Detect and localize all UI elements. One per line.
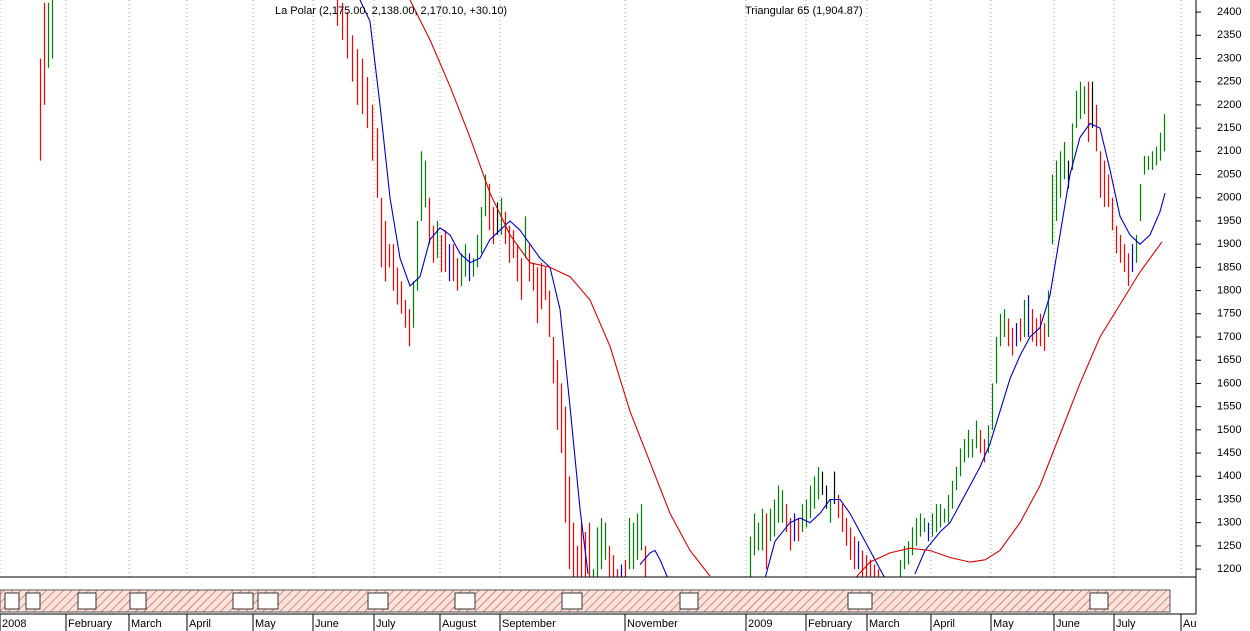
x-tick-label: May bbox=[255, 618, 276, 630]
y-tick-label: 1450 bbox=[1217, 447, 1241, 459]
x-tick-label: July bbox=[376, 618, 396, 630]
x-tick-label: February bbox=[68, 618, 113, 630]
y-tick-label: 2200 bbox=[1217, 99, 1241, 111]
y-tick-label: 2300 bbox=[1217, 52, 1241, 64]
x-tick-label: June bbox=[1056, 618, 1080, 630]
moving-average-line bbox=[359, 0, 1166, 577]
y-tick-label: 1750 bbox=[1217, 308, 1241, 320]
y-tick-label: 1850 bbox=[1217, 261, 1241, 273]
y-tick-label: 1650 bbox=[1217, 354, 1241, 366]
y-tick-label: 2400 bbox=[1217, 6, 1241, 18]
y-tick-label: 2050 bbox=[1217, 168, 1241, 180]
x-tick-label: April bbox=[189, 618, 211, 630]
x-tick-label: April bbox=[933, 618, 955, 630]
y-tick-label: 2000 bbox=[1217, 192, 1241, 204]
grid bbox=[0, 0, 1182, 577]
y-tick-label: 2150 bbox=[1217, 122, 1241, 134]
legend-entry: Triangular 65 (1,904.87) bbox=[745, 5, 863, 17]
y-tick-label: 1200 bbox=[1217, 563, 1241, 575]
indicator-strip bbox=[0, 589, 1171, 613]
y-tick-label: 1400 bbox=[1217, 470, 1241, 482]
chart-title: La Polar (2,175.00, 2,138.00, 2,170.10, … bbox=[275, 5, 507, 17]
y-tick-label: 2350 bbox=[1217, 29, 1241, 41]
y-tick-label: 2100 bbox=[1217, 145, 1241, 157]
x-tick-label: August bbox=[442, 618, 476, 630]
x-tick-label: Au bbox=[1183, 618, 1196, 630]
x-tick-label: June bbox=[315, 618, 339, 630]
x-tick-label: July bbox=[1116, 618, 1136, 630]
y-tick-label: 1700 bbox=[1217, 331, 1241, 343]
x-tick-label: March bbox=[869, 618, 900, 630]
y-tick-label: 1250 bbox=[1217, 540, 1241, 552]
x-tick-label: 2009 bbox=[748, 618, 772, 630]
y-tick-label: 1800 bbox=[1217, 284, 1241, 296]
y-tick-label: 1300 bbox=[1217, 517, 1241, 529]
y-tick-label: 2250 bbox=[1217, 76, 1241, 88]
plot-area bbox=[39, 0, 1166, 577]
x-tick-label: September bbox=[502, 618, 556, 630]
y-tick-label: 1350 bbox=[1217, 493, 1241, 505]
x-tick-label: 2008 bbox=[2, 618, 26, 630]
y-tick-label: 1950 bbox=[1217, 215, 1241, 227]
indicator-boxes bbox=[4, 592, 1109, 610]
x-tick-label: November bbox=[627, 618, 678, 630]
y-tick-label: 1900 bbox=[1217, 238, 1241, 250]
x-tick-label: May bbox=[993, 618, 1014, 630]
x-tick-label: March bbox=[131, 618, 162, 630]
y-tick-label: 1500 bbox=[1217, 424, 1241, 436]
y-tick-label: 1550 bbox=[1217, 401, 1241, 413]
moving-average-line bbox=[409, 0, 1163, 577]
y-tick-label: 1600 bbox=[1217, 377, 1241, 389]
x-tick-label: February bbox=[808, 618, 853, 630]
